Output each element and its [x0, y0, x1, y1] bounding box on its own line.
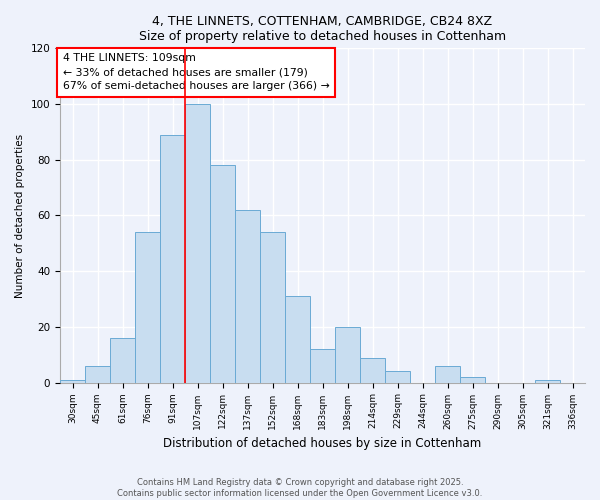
Bar: [285, 296, 310, 382]
Bar: [85, 366, 110, 382]
X-axis label: Distribution of detached houses by size in Cottenham: Distribution of detached houses by size …: [163, 437, 482, 450]
Bar: [210, 166, 235, 382]
Text: Contains HM Land Registry data © Crown copyright and database right 2025.
Contai: Contains HM Land Registry data © Crown c…: [118, 478, 482, 498]
Bar: [385, 372, 410, 382]
Bar: [535, 380, 560, 382]
Bar: [60, 380, 85, 382]
Bar: [435, 366, 460, 382]
Bar: [260, 232, 285, 382]
Bar: [160, 134, 185, 382]
Bar: [310, 349, 335, 382]
Bar: [335, 327, 360, 382]
Bar: [460, 377, 485, 382]
Bar: [360, 358, 385, 382]
Bar: [235, 210, 260, 382]
Bar: [135, 232, 160, 382]
Text: 4 THE LINNETS: 109sqm
← 33% of detached houses are smaller (179)
67% of semi-det: 4 THE LINNETS: 109sqm ← 33% of detached …: [62, 54, 329, 92]
Title: 4, THE LINNETS, COTTENHAM, CAMBRIDGE, CB24 8XZ
Size of property relative to deta: 4, THE LINNETS, COTTENHAM, CAMBRIDGE, CB…: [139, 15, 506, 43]
Bar: [185, 104, 210, 382]
Bar: [110, 338, 135, 382]
Y-axis label: Number of detached properties: Number of detached properties: [15, 134, 25, 298]
